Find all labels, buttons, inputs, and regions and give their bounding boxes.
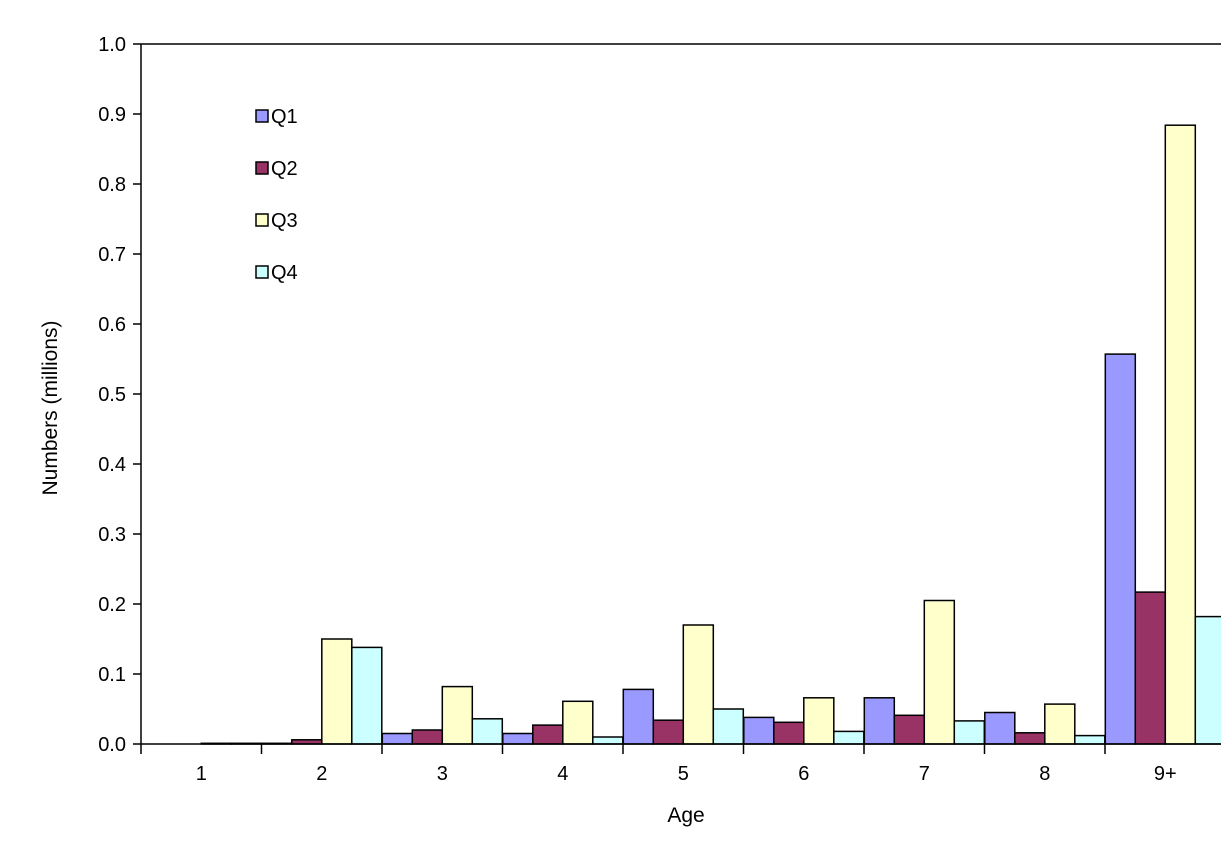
axes-layer [133,43,1221,754]
x-tick-label: 4 [557,763,568,785]
bar-q2-age-5 [652,719,685,745]
bar-q3-age-8 [1044,703,1076,745]
bar-q1-age-5 [622,688,655,745]
bar-q2-age-6 [773,721,805,745]
y-tick-label: 0.2 [98,594,126,616]
y-tick-label: 0.4 [98,454,126,476]
bar-q3-age-2 [321,638,353,745]
y-tick-label: 0.8 [98,174,126,196]
x-tick-label: 1 [196,763,207,785]
bar-q4-age-8 [1074,734,1106,745]
y-tick-label: 0.6 [98,314,126,336]
y-tick-label: 0.9 [98,104,126,126]
legend-label-q4: Q4 [271,262,298,284]
bar-q4-age-5 [712,708,745,745]
y-tick-label: 1.0 [98,34,126,56]
bar-q4-age-6 [833,730,865,745]
bar-q3-age-4 [562,700,594,745]
bar-q1-age-9plus [1104,353,1137,745]
bar-q2-age-8 [1014,732,1046,745]
bar-q3-age-5 [682,624,715,745]
bar-q4-age-4 [592,736,624,745]
bar-q1-age-4 [502,732,534,745]
bar-q3-age-7 [923,599,956,745]
legend-swatch-q3 [255,213,269,227]
x-tick-label: 8 [1039,763,1050,785]
bar-q1-age-6 [743,716,775,745]
x-tick-label: 3 [437,763,448,785]
y-tick-label: 0.3 [98,524,126,546]
bar-q1-age-7 [863,697,896,745]
bar-q1-age-3 [381,732,414,745]
bar-q4-age-2 [351,646,383,745]
y-tick-label: 0.7 [98,244,126,266]
legend-label-q1: Q1 [271,106,298,128]
bar-q2-age-7 [893,714,926,745]
y-tick-labels: 0.0 0.1 0.2 0.3 0.4 0.5 0.6 0.7 0.8 0.9 1.0 [98,34,126,756]
legend: Q1 Q2 Q3 Q4 [255,106,298,284]
legend-label-q2: Q2 [271,158,298,180]
legend-label-q3: Q3 [271,210,298,232]
bar-q3-age-3 [441,685,474,745]
x-tick-label: 5 [678,763,689,785]
y-tick-label: 0.1 [98,664,126,686]
y-axis-title: Numbers (millions) [39,320,62,495]
bar-q3-age-6 [803,697,835,745]
bar-q4-age-7 [953,720,986,745]
bar-q4-age-3 [471,718,504,745]
x-tick-label: 2 [316,763,327,785]
x-tick-labels: 1 2 3 4 5 6 7 8 9+ [196,763,1177,785]
bar-q2-age-4 [532,724,564,745]
x-axis-title: Age [667,804,704,827]
legend-swatch-q1 [255,109,269,123]
x-tick-label: 6 [798,763,809,785]
bar-q2-age-9plus [1134,591,1167,745]
bar-q3-age-9plus [1164,124,1197,745]
x-tick-label: 7 [919,763,930,785]
bar-q1-age-8 [984,711,1016,745]
bar-q4-age-9plus [1194,615,1221,745]
x-tick-label: 9+ [1154,763,1177,785]
legend-swatch-q4 [255,265,269,279]
legend-swatch-q2 [255,161,269,175]
bars-layer [200,124,1221,745]
y-tick-label: 0.5 [98,384,126,406]
bar-q2-age-3 [411,729,444,745]
y-tick-label: 0.0 [98,734,126,756]
